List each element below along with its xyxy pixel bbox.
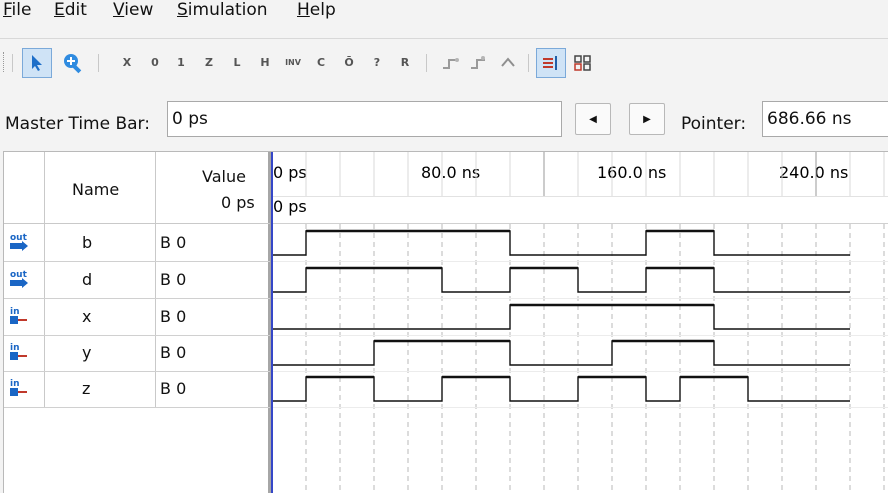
input-pin-icon: in <box>10 379 27 396</box>
zoom-in-icon <box>64 54 82 74</box>
toolbar-grip[interactable] <box>3 52 6 72</box>
menu-view[interactable]: View <box>113 0 154 20</box>
signal-row-x[interactable]: in x B 0 <box>4 299 270 336</box>
previous-transition-button[interactable]: ◀ <box>575 103 611 135</box>
insert-node-icon <box>543 56 557 70</box>
menu-divider <box>0 38 888 39</box>
signal-value: B 0 <box>160 270 187 289</box>
svg-text:in: in <box>10 343 20 353</box>
toolbar: X 0 1 Z L H INV C Ō ? R <box>0 42 888 82</box>
svg-text:out: out <box>10 233 28 243</box>
toolbar-separator <box>12 54 13 72</box>
time-bar: Master Time Bar: 0 ps ◀ ▶ Pointer: 686.6… <box>0 100 888 146</box>
time-label-240ns: 240.0 ns <box>779 163 848 182</box>
selection-tool-button[interactable] <box>22 48 52 78</box>
time-grid-lines <box>305 152 885 493</box>
output-pin-icon: out <box>10 270 28 288</box>
force-unknown-button[interactable]: X <box>112 48 142 78</box>
triangle-right-icon: ▶ <box>643 113 651 125</box>
grid-icon <box>574 55 591 71</box>
pointer-label: Pointer: <box>681 114 747 134</box>
overwrite-clock-button[interactable]: Ō <box>334 48 364 78</box>
insert-node-button[interactable] <box>536 48 566 78</box>
waveform-z <box>272 376 850 402</box>
waveform-canvas[interactable]: 0 ps 80.0 ns 160.0 ns 240.0 ns 0 ps <box>271 152 888 493</box>
waveform-x <box>272 304 850 330</box>
force-weak-high-icon: H <box>260 56 270 69</box>
svg-text:in: in <box>10 307 20 317</box>
signal-row-d[interactable]: out d B 0 <box>4 262 270 299</box>
value-column-time: 0 ps <box>221 193 255 212</box>
pointer-arrow-icon <box>32 55 42 71</box>
time-label-160ns: 160.0 ns <box>597 163 666 182</box>
arbitrary-value-button[interactable]: ? <box>362 48 392 78</box>
svg-text:in: in <box>10 379 20 389</box>
snap-to-grid-button-2[interactable] <box>464 48 494 78</box>
signal-value: B 0 <box>160 307 187 326</box>
waveforms <box>271 229 888 408</box>
signal-name: z <box>82 379 91 398</box>
waveform-panel[interactable]: 0 ps 80.0 ns 160.0 ns 240.0 ns 0 ps <box>271 152 888 493</box>
signal-row-b[interactable]: out b B 0 <box>4 225 270 262</box>
menu-simulation[interactable]: Simulation <box>177 0 268 20</box>
signal-row-z[interactable]: in z B 0 <box>4 371 270 408</box>
signal-name: x <box>82 307 92 326</box>
snap-icon <box>443 58 459 69</box>
count-value-icon: C <box>316 56 326 69</box>
force-z-icon: Z <box>205 56 213 69</box>
force-weak-low-button[interactable]: L <box>222 48 252 78</box>
signal-value: B 0 <box>160 379 187 398</box>
arbitrary-value-icon: ? <box>373 56 381 69</box>
triangle-left-icon: ◀ <box>589 113 597 125</box>
count-value-button[interactable]: C <box>306 48 336 78</box>
signal-value: B 0 <box>160 343 187 362</box>
value-column-header[interactable]: Value <box>202 167 246 186</box>
force-weak-high-button[interactable]: H <box>250 48 280 78</box>
reverse-button[interactable] <box>494 48 524 78</box>
force-low-button[interactable]: 0 <box>140 48 170 78</box>
master-time-bar-field[interactable]: 0 ps <box>167 101 562 137</box>
cursor-time-label: 0 ps <box>273 197 307 216</box>
zoom-tool-button[interactable] <box>58 48 88 78</box>
time-label-80ns: 80.0 ns <box>421 163 480 182</box>
waveform-y <box>272 340 850 366</box>
time-label-0: 0 ps <box>273 163 307 182</box>
signal-name: b <box>82 233 93 252</box>
reverse-icon <box>501 57 515 67</box>
waveform-grid: Name Value 0 ps out b B 0 out d B 0 in x… <box>3 151 888 493</box>
signal-name: y <box>82 343 92 362</box>
output-pin-icon: out <box>10 233 28 251</box>
force-weak-low-icon: L <box>233 56 241 69</box>
signal-value: B 0 <box>160 233 187 252</box>
name-column-header[interactable]: Name <box>72 180 120 199</box>
next-transition-button[interactable]: ▶ <box>629 103 665 135</box>
waveform-d <box>272 267 850 293</box>
random-values-button[interactable]: R <box>390 48 420 78</box>
invert-icon: INV <box>285 58 301 67</box>
input-pin-icon: in <box>10 307 27 324</box>
snap-to-grid-button-1[interactable] <box>436 48 466 78</box>
menu-edit[interactable]: Edit <box>54 0 87 20</box>
menu-help[interactable]: Help <box>297 0 336 20</box>
svg-text:out: out <box>10 270 28 280</box>
signal-name: d <box>82 270 93 289</box>
waveform-b <box>272 230 850 256</box>
random-values-icon: R <box>400 56 410 69</box>
master-time-bar-label: Master Time Bar: <box>5 114 150 134</box>
input-pin-icon: in <box>10 343 27 360</box>
invert-button[interactable]: INV <box>278 48 308 78</box>
grid-settings-button[interactable] <box>568 48 598 78</box>
force-unknown-icon: X <box>122 56 132 69</box>
force-high-button[interactable]: 1 <box>166 48 196 78</box>
menu-file[interactable]: File <box>3 0 32 20</box>
pointer-time-field[interactable]: 686.66 ns <box>762 101 888 137</box>
force-high-icon: 1 <box>177 56 185 69</box>
force-high-impedance-button[interactable]: Z <box>194 48 224 78</box>
snap-icon <box>471 56 485 69</box>
overwrite-clock-icon: Ō <box>344 56 354 69</box>
force-low-icon: 0 <box>151 56 159 69</box>
signal-row-y[interactable]: in y B 0 <box>4 335 270 372</box>
menu-bar: File Edit View Simulation Help <box>0 0 888 24</box>
